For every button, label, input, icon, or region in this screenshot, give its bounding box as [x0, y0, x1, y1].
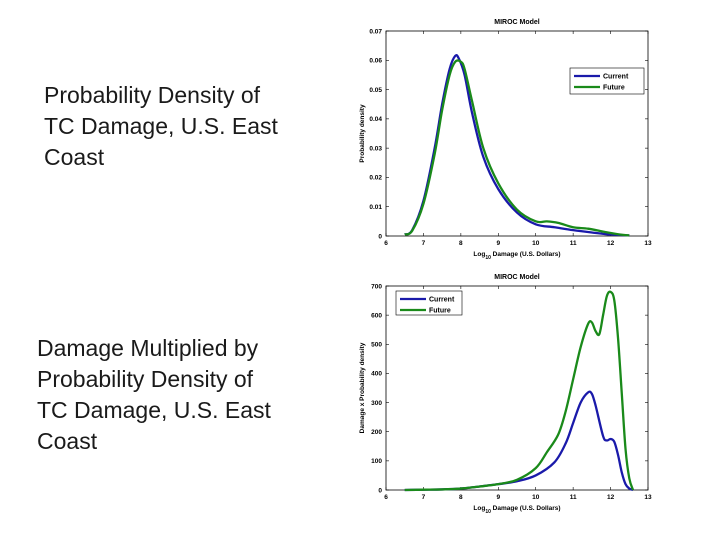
y-tick-label: 0 [378, 233, 382, 240]
caption-damage-multiplied: Damage Multiplied by Probability Density… [37, 335, 271, 454]
x-tick-label: 10 [532, 240, 540, 247]
legend-label-future: Future [603, 85, 625, 92]
x-tick-label: 6 [384, 240, 388, 247]
x-tick-label: 12 [607, 494, 615, 501]
legend-label-future: Future [429, 308, 451, 315]
y-tick-label: 200 [371, 429, 382, 436]
chart-title: MIROC Model [494, 274, 540, 281]
chart-title: MIROC Model [494, 19, 540, 26]
y-tick-label: 600 [371, 312, 382, 319]
y-tick-label: 0.04 [369, 116, 382, 123]
y-tick-label: 700 [371, 283, 382, 290]
y-tick-label: 0.03 [369, 145, 382, 152]
plot-frame [385, 30, 649, 237]
x-tick-label: 11 [570, 494, 577, 501]
y-tick-label: 0.06 [369, 58, 382, 65]
y-axis-label: Probability density [359, 104, 366, 163]
x-tick-label: 9 [496, 240, 500, 247]
y-tick-label: 0.07 [369, 28, 382, 35]
y-tick-label: 500 [371, 342, 382, 349]
x-tick-label: 8 [459, 494, 463, 501]
y-tick-label: 0.02 [369, 175, 382, 182]
caption-probability-density: Probability Density of TC Damage, U.S. E… [44, 82, 278, 170]
legend-box [569, 67, 645, 95]
y-tick-label: 0 [378, 487, 382, 494]
legend-label-current: Current [429, 297, 455, 304]
x-tick-label: 13 [644, 240, 652, 247]
x-axis-label: Log10 Damage (U.S. Dollars) [473, 505, 560, 515]
x-tick-label: 8 [459, 240, 463, 247]
x-tick-label: 6 [384, 494, 388, 501]
x-tick-label: 13 [644, 494, 652, 501]
y-tick-label: 400 [371, 371, 382, 378]
y-tick-label: 100 [371, 458, 382, 465]
x-tick-label: 12 [607, 240, 615, 247]
series-line-future [404, 59, 630, 237]
x-tick-label: 7 [422, 494, 426, 501]
chart-1: 6 7 8 9 10 11 12 13 0 0.01 0.02 0.03 0.04 0.05 0.06 0.0… [359, 19, 652, 261]
y-tick-label: 0.05 [369, 87, 382, 94]
x-tick-label: 9 [496, 494, 500, 501]
x-axis-label: Log10 Damage (U.S. Dollars) [473, 251, 560, 261]
x-tick-label: 10 [532, 494, 540, 501]
chart-2: 6 7 8 9 10 11 12 13 0 100 200 300 400 500 600 700 MIROC … [359, 274, 652, 515]
y-tick-label: 0.01 [369, 204, 382, 211]
y-axis-label: Damage x Probability density [359, 342, 366, 433]
x-tick-label: 11 [570, 240, 577, 247]
x-tick-label: 7 [422, 240, 426, 247]
legend-label-current: Current [603, 74, 629, 81]
series-line-future [404, 290, 635, 492]
plot-frame [385, 285, 649, 491]
y-tick-label: 300 [371, 400, 382, 407]
